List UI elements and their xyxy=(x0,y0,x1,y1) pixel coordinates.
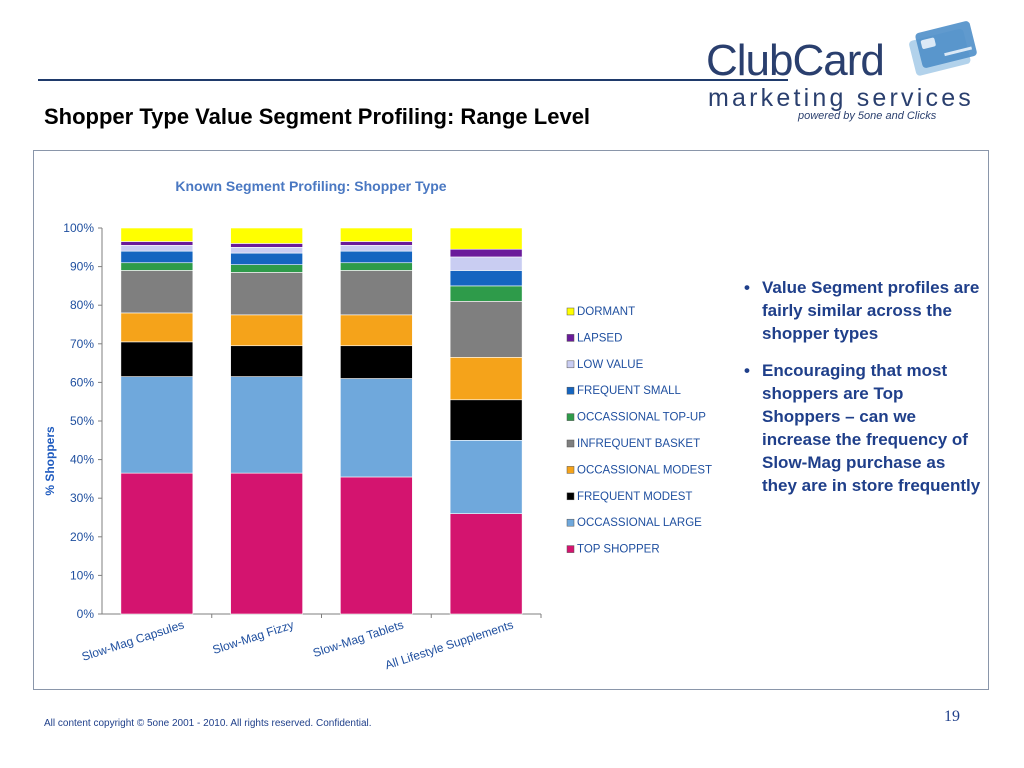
bar-segment xyxy=(449,513,523,615)
bar-segment xyxy=(449,248,523,258)
bar-segment xyxy=(230,247,303,254)
logo-powered-by: powered by 5one and Clicks xyxy=(798,110,937,122)
legend-swatch xyxy=(566,492,575,501)
legend-swatch xyxy=(566,413,575,421)
page-number: 19 xyxy=(944,708,960,725)
y-tick-label: 20% xyxy=(70,530,94,544)
bar-segment xyxy=(120,245,194,252)
legend-label: FREQUENT SMALL xyxy=(577,385,682,397)
bullet-marker: • xyxy=(744,278,750,297)
chart-panel: Known Segment Profiling: Shopper Type % … xyxy=(33,150,989,690)
y-tick-label: 100% xyxy=(63,221,94,235)
y-tick-label: 30% xyxy=(70,491,94,505)
y-tick-label: 40% xyxy=(70,453,94,467)
stacked-bar-chart: Known Segment Profiling: Shopper Type % … xyxy=(43,178,712,672)
insight-text: Encouraging that most shoppers are Top S… xyxy=(762,361,981,495)
bar-segment xyxy=(230,264,303,273)
legend-label: LOW VALUE xyxy=(577,359,644,371)
bar-segment xyxy=(449,399,523,441)
header-rule xyxy=(38,79,788,81)
bar-segment xyxy=(340,241,413,246)
bar-segment xyxy=(340,227,413,242)
slide-title: Shopper Type Value Segment Profiling: Ra… xyxy=(44,104,591,129)
legend-swatch xyxy=(566,545,575,553)
y-tick-label: 70% xyxy=(70,337,94,351)
y-tick-label: 80% xyxy=(70,298,94,312)
bar-segment xyxy=(449,285,523,302)
x-category-label: Slow-Mag Tablets xyxy=(311,618,405,661)
bar-segment xyxy=(230,243,303,248)
footer-copyright: All content copyright © 5one 2001 - 2010… xyxy=(44,718,372,729)
bar-segment xyxy=(449,439,523,514)
bar-segment xyxy=(120,312,194,343)
legend-swatch xyxy=(566,518,575,527)
y-tick-label: 0% xyxy=(77,607,95,621)
bar-segment xyxy=(340,378,413,478)
logo-subtitle: marketing services xyxy=(708,84,974,112)
legend-swatch xyxy=(566,360,575,369)
bar-segment xyxy=(340,476,413,615)
legend-label: LAPSED xyxy=(577,332,622,344)
logo-brand: ClubCard xyxy=(706,36,885,85)
y-tick-label: 90% xyxy=(70,260,94,274)
bar-segment xyxy=(340,250,413,264)
insight-text: Value Segment profiles are fairly simila… xyxy=(762,278,980,343)
legend-swatch xyxy=(566,307,575,316)
y-tick-label: 50% xyxy=(70,414,94,428)
bar-segment xyxy=(230,345,303,377)
bar-segment xyxy=(340,314,413,347)
bar-segment xyxy=(340,245,413,252)
bar-segment xyxy=(120,376,194,474)
legend-label: DORMANT xyxy=(577,306,635,318)
bar-segment xyxy=(449,227,523,250)
legend-swatch xyxy=(566,334,575,342)
legend-swatch xyxy=(566,466,575,474)
bar-segment xyxy=(230,314,303,347)
x-category-label: Slow-Mag Fizzy xyxy=(211,618,296,657)
bar-segment xyxy=(230,472,303,615)
legend-label: TOP SHOPPER xyxy=(577,544,660,556)
legend-label: OCCASSIONAL LARGE xyxy=(577,517,702,529)
bar-segment xyxy=(449,256,523,271)
legend-swatch xyxy=(566,439,575,448)
legend-label: INFREQUENT BASKET xyxy=(577,438,700,450)
insight-bullet-2: • Encouraging that most shoppers are Top… xyxy=(742,359,982,497)
x-category-label: Slow-Mag Capsules xyxy=(80,618,186,664)
y-tick-label: 60% xyxy=(70,375,94,389)
bar-segment xyxy=(120,341,194,377)
bar-segment xyxy=(449,301,523,358)
bar-segment xyxy=(230,376,303,474)
legend-label: OCCASSIONAL MODEST xyxy=(577,464,712,476)
bar-segment xyxy=(120,250,194,264)
bar-segment xyxy=(120,241,194,246)
bar-segment xyxy=(230,272,303,316)
y-axis-label: % Shoppers xyxy=(43,426,57,496)
y-tick-label: 10% xyxy=(70,568,94,582)
chart-title: Known Segment Profiling: Shopper Type xyxy=(175,178,446,194)
bar-segment xyxy=(230,227,303,244)
bar-segment xyxy=(230,252,303,265)
bar-segment xyxy=(340,262,413,271)
bar-segment xyxy=(120,262,194,271)
insight-bullet-1: • Value Segment profiles are fairly simi… xyxy=(742,276,982,345)
bar-segment xyxy=(120,472,194,615)
bar-segment xyxy=(120,227,194,242)
insight-bullets: • Value Segment profiles are fairly simi… xyxy=(742,276,982,511)
bar-segment xyxy=(120,270,194,314)
bullet-marker: • xyxy=(744,361,750,380)
bar-segment xyxy=(340,345,413,379)
card-icon xyxy=(909,21,977,76)
bar-segment xyxy=(449,357,523,401)
legend-swatch xyxy=(566,386,575,395)
legend-label: OCCASSIONAL TOP-UP xyxy=(577,412,706,424)
bar-segment xyxy=(449,270,523,287)
clubcard-logo: ClubCard marketing services powered by 5… xyxy=(700,14,1000,124)
bar-segment xyxy=(340,270,413,316)
legend-label: FREQUENT MODEST xyxy=(577,491,692,503)
